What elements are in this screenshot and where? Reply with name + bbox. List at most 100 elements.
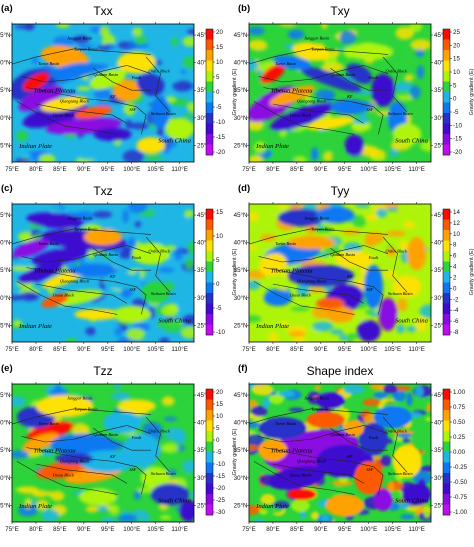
y-tick-label-right: 45°N (197, 32, 211, 39)
y-tick-label-right: 30°N (197, 475, 211, 482)
map-field: Tarim Basin Junggar Basin Turpan Basin Qaid… (12, 384, 194, 522)
field-anomaly (330, 99, 369, 115)
field-anomaly (182, 113, 194, 118)
colorbar-segment (443, 410, 450, 421)
field-anomaly (161, 30, 175, 38)
field-anomaly (112, 306, 151, 323)
field-anomaly (165, 117, 194, 140)
field-anomaly (263, 221, 272, 229)
field-anomaly (324, 147, 344, 153)
fault-line (253, 281, 355, 315)
fault-line (93, 67, 151, 91)
colorbar-segment (443, 251, 450, 262)
y-tick-label-left: 40°N (234, 60, 248, 67)
colorbar-label: Gravity gradient (E) (469, 68, 474, 115)
fault-line (93, 247, 151, 271)
y-tick-label-right: 25°N (434, 142, 448, 149)
field-anomaly (249, 119, 264, 131)
colorbar-segment (206, 134, 213, 145)
colorbar-tick-label: -5 (216, 449, 222, 456)
map-label-sichuan: Sichuan Basin (151, 111, 176, 116)
fault-line (16, 281, 118, 315)
field-anomaly (352, 215, 367, 228)
colorbar-segment (206, 144, 213, 156)
fault-line (12, 408, 151, 425)
fault-line (16, 461, 118, 495)
field-anomaly (133, 35, 148, 45)
field-anomaly (392, 389, 406, 403)
map-label-southchina: South China (395, 498, 428, 505)
colorbar-segment (443, 504, 450, 516)
colorbar-segment (443, 230, 450, 241)
y-tick-label-left: 35°N (234, 267, 248, 274)
field-anomaly (126, 237, 137, 249)
field-anomaly (167, 303, 178, 312)
colorbar-tick-label: 0.50 (453, 419, 466, 426)
panel-shape-index: (f) Shape index Tarim Basin Junggar Basin Tu… (234, 363, 468, 533)
field-anomaly (172, 51, 181, 63)
field-anomaly (362, 398, 381, 407)
map-label-fault: Fault (368, 255, 379, 260)
y-tick-label-right: 30°N (434, 475, 448, 482)
field-anomaly (412, 470, 431, 485)
colorbar-tick-label: 0 (216, 281, 220, 288)
map-label-qaidam: Qaidam Basin (330, 432, 355, 437)
colorbar-tick-label: -5 (216, 104, 222, 111)
field-anomaly (157, 267, 175, 273)
field-anomaly (356, 319, 381, 342)
field-anomaly (79, 450, 137, 473)
colorbar-segment (206, 92, 213, 103)
map-frame (11, 383, 195, 523)
field-anomaly (132, 27, 143, 36)
panel-title: Txy (330, 4, 349, 18)
field-anomaly (249, 245, 259, 251)
x-tick-label: 95°E (338, 166, 351, 173)
colorbar-segment (443, 102, 450, 114)
colorbar-tick-label: 14 (453, 209, 460, 216)
x-tick-label: 80°E (266, 166, 279, 173)
colorbar-segment (206, 261, 213, 273)
field-anomaly (287, 264, 355, 287)
map-label-indian: Indian Plate (18, 503, 52, 510)
map-label-qiangtang: Qiangtang Block (60, 458, 89, 463)
x-tick-label: 75°E (242, 166, 255, 173)
field-anomaly (136, 137, 166, 154)
field-anomaly (129, 122, 150, 130)
colorbar-segment (443, 50, 450, 61)
panel-txz: (c) Txz Tarim Basin Junggar Basin Turpan Bas… (0, 183, 238, 353)
map-label-ssf: SSF (366, 107, 373, 112)
field-anomaly (190, 491, 194, 499)
colorbar-segment (443, 60, 450, 72)
fault-line (258, 65, 388, 83)
y-tick-label-left: 40°N (234, 420, 248, 427)
fault-line (26, 447, 147, 495)
fault-line (145, 416, 171, 473)
map-label-indian: Indian Plate (255, 323, 289, 330)
panel-title: Tzz (93, 364, 112, 378)
field-anomaly (404, 74, 414, 81)
colorbar-tick-label: 20 (216, 29, 223, 36)
colorbar-segment (443, 483, 450, 495)
field-anomaly (50, 433, 118, 456)
field-anomaly (12, 238, 50, 258)
x-tick-label: 105°E (147, 526, 164, 533)
field-anomaly (12, 266, 31, 272)
x-tick-label: 75°E (242, 526, 255, 533)
y-tick-label-left: 35°N (0, 87, 11, 94)
colorbar-segment (206, 230, 213, 241)
field-anomaly (29, 499, 37, 507)
field-anomaly (133, 490, 141, 500)
x-tick-label: 75°E (242, 346, 255, 353)
fault-line (330, 427, 388, 451)
field-anomaly (413, 204, 431, 210)
y-tick-label-left: 25°N (0, 142, 11, 149)
fault-line (12, 228, 151, 245)
field-anomaly (312, 321, 334, 332)
fault-line (145, 236, 171, 293)
y-tick-label-left: 45°N (0, 32, 11, 39)
x-tick-label: 100°E (123, 346, 140, 353)
field-anomaly (150, 483, 190, 506)
field-anomaly (344, 43, 393, 60)
field-anomaly (24, 497, 32, 509)
